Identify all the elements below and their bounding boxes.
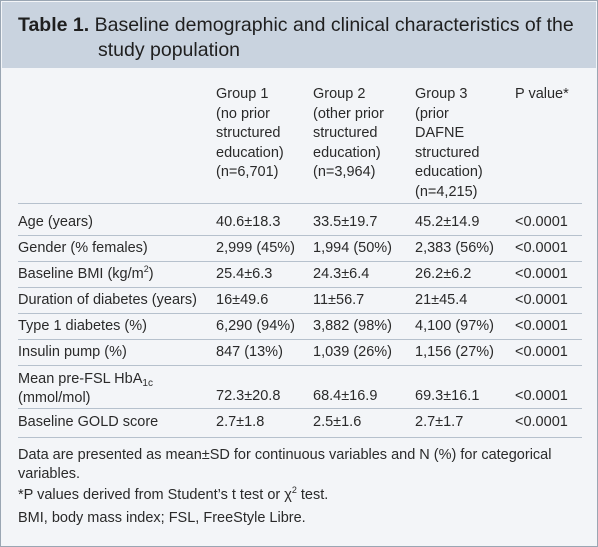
cell-group-1: 847 (13%) [216,344,283,360]
table-label: Table 1. [18,14,90,36]
row-divider [18,235,582,236]
cell-p-value: <0.0001 [515,388,568,404]
cell-p-value: <0.0001 [515,214,568,230]
row-label: Gender (% females) [18,240,148,256]
row-divider [18,287,582,288]
column-header-p-value: P value* [515,86,569,102]
cell-p-value: <0.0001 [515,240,568,256]
row-divider [18,339,582,340]
cell-group-3: 4,100 (97%) [415,318,494,334]
table-title-text: Baseline demographic and clinical charac… [94,14,574,36]
row-divider [18,261,582,262]
table-bottom-divider [18,437,582,438]
table-title-continued: study population [98,39,241,61]
cell-p-value: <0.0001 [515,266,568,282]
column-header-group-2: Group 2 (other prior structured educatio… [313,86,384,180]
row-label: Baseline GOLD score [18,414,159,430]
cell-group-2: 1,039 (26%) [313,344,392,360]
table-title-bar: Table 1. Baseline demographic and clinic… [2,2,596,68]
cell-group-3: 26.2±6.2 [415,266,472,282]
cell-p-value: <0.0001 [515,414,568,430]
footnote-data-presentation: Data are presented as mean±SD for contin… [18,447,552,482]
cell-group-3: 2,383 (56%) [415,240,494,256]
cell-group-1: 16±49.6 [216,292,269,308]
cell-group-2: 3,882 (98%) [313,318,392,334]
cell-group-1: 72.3±20.8 [216,388,281,404]
table-title: Table 1. Baseline demographic and clinic… [18,14,574,36]
footnote-p-values: *P values derived from Student’s t test … [18,485,329,504]
cell-p-value: <0.0001 [515,292,568,308]
cell-group-3: 21±45.4 [415,292,468,308]
cell-group-2: 68.4±16.9 [313,388,378,404]
column-header-group-1: Group 1 (no prior structured education) … [216,86,284,180]
cell-group-1: 25.4±6.3 [216,266,273,282]
row-label: Mean pre-FSL HbA1c (mmol/mol) [18,371,153,406]
cell-group-1: 6,290 (94%) [216,318,295,334]
row-label: Duration of diabetes (years) [18,292,197,308]
row-label: Type 1 diabetes (%) [18,318,147,334]
cell-p-value: <0.0001 [515,318,568,334]
row-divider [18,365,582,366]
row-label: Insulin pump (%) [18,344,127,360]
cell-group-1: 40.6±18.3 [216,214,281,230]
cell-group-1: 2,999 (45%) [216,240,295,256]
header-divider [18,203,582,204]
cell-group-2: 11±56.7 [313,292,365,308]
cell-group-2: 1,994 (50%) [313,240,392,256]
cell-group-2: 33.5±19.7 [313,214,378,230]
cell-p-value: <0.0001 [515,344,568,360]
cell-group-2: 2.5±1.6 [313,414,362,430]
row-label: Baseline BMI (kg/m2) [18,264,154,283]
cell-group-3: 1,156 (27%) [415,344,494,360]
row-label: Age (years) [18,214,93,230]
row-divider [18,408,582,409]
cell-group-3: 69.3±16.1 [415,388,480,404]
cell-group-3: 45.2±14.9 [415,214,480,230]
cell-group-2: 24.3±6.4 [313,266,370,282]
row-divider [18,313,582,314]
column-header-group-3: Group 3 (prior DAFNE structured educatio… [415,86,483,200]
cell-group-3: 2.7±1.7 [415,414,464,430]
footnote-abbreviations: BMI, body mass index; FSL, FreeStyle Lib… [18,510,306,526]
cell-group-1: 2.7±1.8 [216,414,265,430]
